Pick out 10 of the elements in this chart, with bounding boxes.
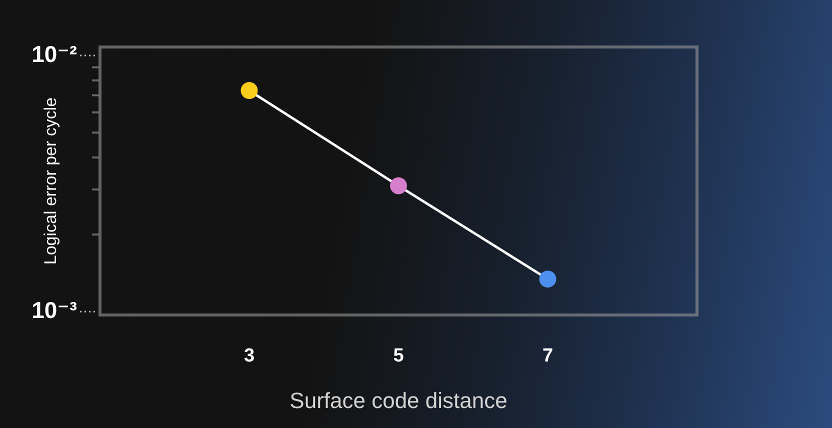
x-axis-title: Surface code distance <box>290 388 508 413</box>
y-tick-label: 10⁻³ <box>32 296 78 323</box>
x-tick-label: 3 <box>244 346 255 367</box>
point <box>539 270 556 288</box>
y-axis-title: Logical error per cycle <box>40 97 60 265</box>
point <box>390 177 407 194</box>
point <box>240 82 258 100</box>
y-tick-label: 10⁻² <box>32 40 78 67</box>
x-tick-label: 5 <box>393 346 404 367</box>
x-tick-label: 7 <box>542 346 554 367</box>
